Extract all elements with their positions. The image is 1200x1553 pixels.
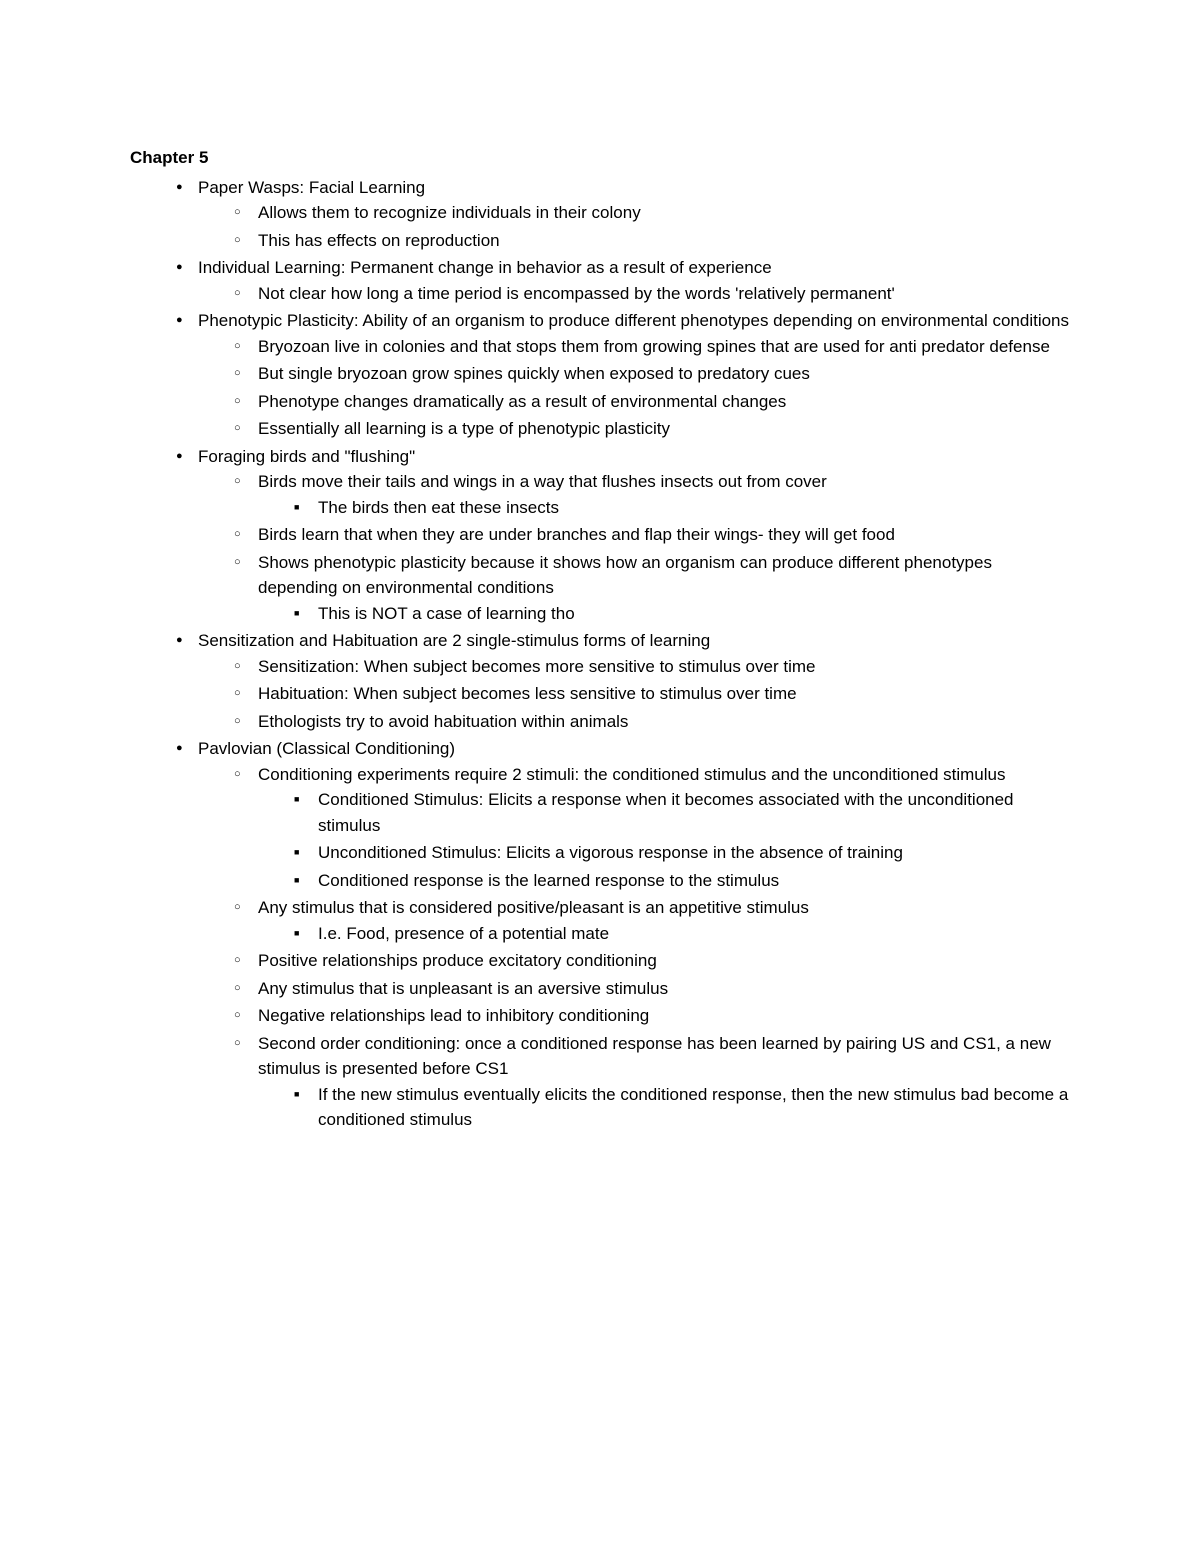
outline-item: Second order conditioning: once a condit…	[234, 1031, 1070, 1133]
outline-item-text: Phenotypic Plasticity: Ability of an org…	[198, 311, 1069, 330]
outline-item-text: Second order conditioning: once a condit…	[258, 1034, 1051, 1079]
outline-sublist: Conditioning experiments require 2 stimu…	[198, 762, 1070, 1133]
outline-item-text: But single bryozoan grow spines quickly …	[258, 364, 810, 383]
outline-item-text: I.e. Food, presence of a potential mate	[318, 924, 609, 943]
outline-item: Foraging birds and "flushing" Birds move …	[176, 444, 1070, 627]
outline-item-text: Conditioning experiments require 2 stimu…	[258, 765, 1005, 784]
outline-item-text: Conditioned Stimulus: Elicits a response…	[318, 790, 1014, 835]
outline-item-text: Any stimulus that is unpleasant is an av…	[258, 979, 668, 998]
outline-item: Essentially all learning is a type of ph…	[234, 416, 1070, 442]
outline-item-text: Ethologists try to avoid habituation wit…	[258, 712, 628, 731]
outline-sublist: Allows them to recognize individuals in …	[198, 200, 1070, 253]
outline-item: Birds learn that when they are under bra…	[234, 522, 1070, 548]
outline-item-text: Paper Wasps: Facial Learning	[198, 178, 425, 197]
outline-item-text: Pavlovian (Classical Conditioning)	[198, 739, 455, 758]
outline-root: Paper Wasps: Facial Learning Allows them …	[130, 175, 1070, 1133]
outline-item-text: Essentially all learning is a type of ph…	[258, 419, 670, 438]
outline-sublist: Conditioned Stimulus: Elicits a response…	[258, 787, 1070, 893]
outline-item: If the new stimulus eventually elicits t…	[294, 1082, 1070, 1133]
outline-item-text: Sensitization and Habituation are 2 sing…	[198, 631, 710, 650]
outline-item: Pavlovian (Classical Conditioning) Condit…	[176, 736, 1070, 1133]
outline-item: Any stimulus that is considered positive…	[234, 895, 1070, 946]
outline-item: Sensitization and Habituation are 2 sing…	[176, 628, 1070, 734]
outline-item: Shows phenotypic plasticity because it s…	[234, 550, 1070, 627]
outline-item: Individual Learning: Permanent change in…	[176, 255, 1070, 306]
outline-item: Habituation: When subject becomes less s…	[234, 681, 1070, 707]
outline-item: Paper Wasps: Facial Learning Allows them …	[176, 175, 1070, 254]
outline-item-text: This is NOT a case of learning tho	[318, 604, 575, 623]
outline-item-text: Negative relationships lead to inhibitor…	[258, 1006, 649, 1025]
outline-item-text: Bryozoan live in colonies and that stops…	[258, 337, 1050, 356]
outline-item: Any stimulus that is unpleasant is an av…	[234, 976, 1070, 1002]
outline-item: Sensitization: When subject becomes more…	[234, 654, 1070, 680]
outline-item: Birds move their tails and wings in a wa…	[234, 469, 1070, 520]
outline-sublist: This is NOT a case of learning tho	[258, 601, 1070, 627]
outline-item: Phenotype changes dramatically as a resu…	[234, 389, 1070, 415]
outline-item: This has effects on reproduction	[234, 228, 1070, 254]
outline-sublist: Birds move their tails and wings in a wa…	[198, 469, 1070, 626]
outline-item: But single bryozoan grow spines quickly …	[234, 361, 1070, 387]
outline-sublist: Sensitization: When subject becomes more…	[198, 654, 1070, 735]
outline-item: Ethologists try to avoid habituation wit…	[234, 709, 1070, 735]
outline-item: Conditioned response is the learned resp…	[294, 868, 1070, 894]
outline-item-text: Positive relationships produce excitator…	[258, 951, 657, 970]
outline-sublist: Bryozoan live in colonies and that stops…	[198, 334, 1070, 442]
outline-item-text: Phenotype changes dramatically as a resu…	[258, 392, 786, 411]
outline-sublist: Not clear how long a time period is enco…	[198, 281, 1070, 307]
outline-item: I.e. Food, presence of a potential mate	[294, 921, 1070, 947]
outline-item: Unconditioned Stimulus: Elicits a vigoro…	[294, 840, 1070, 866]
chapter-title: Chapter 5	[130, 145, 1070, 171]
outline-item-text: Unconditioned Stimulus: Elicits a vigoro…	[318, 843, 903, 862]
outline-sublist: The birds then eat these insects	[258, 495, 1070, 521]
outline-item-text: This has effects on reproduction	[258, 231, 500, 250]
outline-item-text: The birds then eat these insects	[318, 498, 559, 517]
outline-item: This is NOT a case of learning tho	[294, 601, 1070, 627]
outline-item: Positive relationships produce excitator…	[234, 948, 1070, 974]
outline-item-text: Any stimulus that is considered positive…	[258, 898, 809, 917]
outline-item: Negative relationships lead to inhibitor…	[234, 1003, 1070, 1029]
outline-item-text: Not clear how long a time period is enco…	[258, 284, 895, 303]
outline-item: Conditioned Stimulus: Elicits a response…	[294, 787, 1070, 838]
outline-item-text: Conditioned response is the learned resp…	[318, 871, 779, 890]
outline-sublist: If the new stimulus eventually elicits t…	[258, 1082, 1070, 1133]
outline-item-text: Birds move their tails and wings in a wa…	[258, 472, 827, 491]
outline-item: Phenotypic Plasticity: Ability of an org…	[176, 308, 1070, 442]
outline-item: Allows them to recognize individuals in …	[234, 200, 1070, 226]
outline-item-text: Sensitization: When subject becomes more…	[258, 657, 815, 676]
outline-item-text: Shows phenotypic plasticity because it s…	[258, 553, 992, 598]
outline-item: Bryozoan live in colonies and that stops…	[234, 334, 1070, 360]
outline-item-text: Foraging birds and "flushing"	[198, 447, 415, 466]
outline-item-text: Birds learn that when they are under bra…	[258, 525, 895, 544]
outline-sublist: I.e. Food, presence of a potential mate	[258, 921, 1070, 947]
outline-item: Not clear how long a time period is enco…	[234, 281, 1070, 307]
outline-item: The birds then eat these insects	[294, 495, 1070, 521]
outline-item-text: If the new stimulus eventually elicits t…	[318, 1085, 1068, 1130]
outline-item-text: Habituation: When subject becomes less s…	[258, 684, 797, 703]
outline-item-text: Allows them to recognize individuals in …	[258, 203, 641, 222]
outline-item: Conditioning experiments require 2 stimu…	[234, 762, 1070, 894]
outline-item-text: Individual Learning: Permanent change in…	[198, 258, 772, 277]
